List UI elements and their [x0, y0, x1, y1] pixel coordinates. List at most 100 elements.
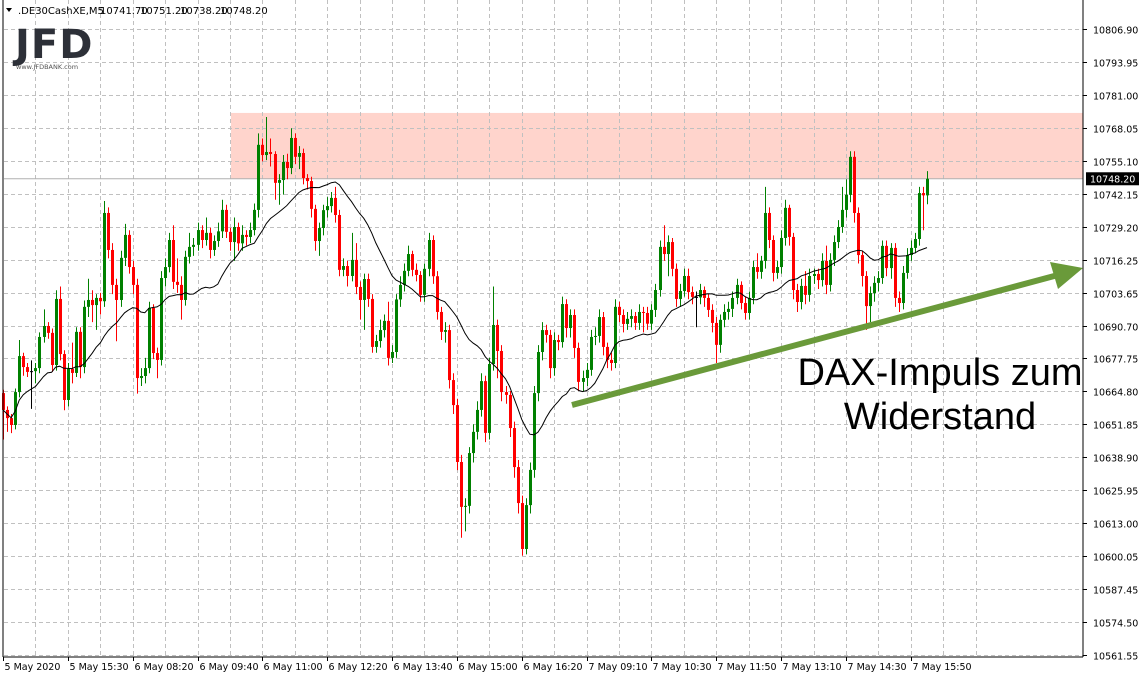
- candle-body: [711, 309, 714, 323]
- candle: [43, 309, 46, 343]
- candle-body: [582, 378, 585, 382]
- candle: [586, 362, 589, 386]
- candle: [513, 421, 516, 478]
- candle: [800, 278, 803, 310]
- candle-body: [849, 156, 852, 195]
- candle: [659, 240, 662, 297]
- candle-body: [148, 307, 151, 369]
- candle-body: [136, 284, 139, 379]
- candle: [906, 248, 909, 279]
- candle-body: [484, 381, 487, 433]
- candle: [229, 227, 232, 251]
- candle-body: [760, 260, 763, 272]
- candle: [476, 401, 479, 440]
- candle: [857, 207, 860, 264]
- time-tick-label: 6 May 11:00: [264, 662, 323, 673]
- candle-body: [423, 268, 426, 295]
- price-axis[interactable]: 10806.90 10793.95 10781.00 10768.05 10755.10…: [1083, 26, 1138, 663]
- candle-body: [419, 274, 422, 295]
- candle: [237, 222, 240, 251]
- candle: [47, 322, 50, 339]
- candle: [371, 294, 374, 353]
- logo-url: www.JFDBANK.com: [16, 63, 78, 71]
- candle: [330, 192, 333, 213]
- candle: [407, 245, 410, 277]
- candle: [788, 204, 791, 246]
- candle: [695, 291, 698, 328]
- candle-body: [736, 284, 739, 298]
- candle-body: [492, 324, 495, 365]
- candle-body: [440, 311, 443, 332]
- candle-body: [444, 330, 447, 332]
- candle: [545, 324, 548, 343]
- candle: [731, 291, 734, 318]
- candle-body: [334, 197, 337, 216]
- candle-body: [926, 178, 929, 196]
- candle: [63, 350, 66, 411]
- candle-body: [533, 393, 536, 470]
- candle: [829, 253, 832, 292]
- time-tick-label: 7 May 14:30: [848, 662, 907, 673]
- candle-body: [237, 226, 240, 244]
- candle-body: [282, 161, 285, 181]
- price-tick-label: 10625.95: [1093, 487, 1138, 498]
- candle-body: [249, 230, 252, 237]
- candle-body: [107, 212, 110, 250]
- time-tick-label: 6 May 09:40: [200, 662, 259, 673]
- candle-body: [83, 306, 86, 368]
- candle-body: [788, 207, 791, 237]
- candle-body: [821, 260, 824, 281]
- candle-body: [756, 267, 759, 272]
- candle-body: [906, 255, 909, 273]
- candle-body: [549, 334, 552, 369]
- candle-body: [14, 392, 17, 425]
- candle-body: [845, 194, 848, 210]
- candle-body: [792, 236, 795, 291]
- candle: [885, 240, 888, 277]
- candle-body: [573, 315, 576, 348]
- candle: [346, 260, 349, 287]
- candle: [318, 222, 321, 256]
- candle-body: [922, 193, 925, 196]
- candle: [626, 311, 629, 330]
- candle-body: [152, 307, 155, 354]
- candle: [217, 222, 220, 247]
- time-axis[interactable]: 5 May 2020 5 May 15:30 6 May 08:20 6 May 09…: [3, 657, 972, 673]
- candle-body: [727, 308, 730, 312]
- candle-body: [630, 316, 633, 319]
- candle-body: [541, 330, 544, 353]
- candle: [290, 128, 293, 175]
- candle-body: [687, 275, 690, 293]
- candle: [197, 222, 200, 251]
- candle: [67, 362, 70, 407]
- candle: [825, 245, 828, 295]
- candle: [760, 255, 763, 279]
- candle: [403, 263, 406, 292]
- candle: [865, 271, 868, 330]
- candle-body: [586, 369, 589, 379]
- price-tick-label: 10729.20: [1093, 224, 1138, 235]
- candle: [740, 281, 743, 310]
- candle: [671, 237, 674, 277]
- candle: [18, 340, 21, 398]
- candle: [241, 225, 244, 251]
- candle: [833, 235, 836, 267]
- chart-frame: [2, 0, 1084, 658]
- candle: [582, 370, 585, 392]
- candle-body: [330, 197, 333, 207]
- candle-body: [436, 276, 439, 312]
- triangle-down-icon[interactable]: [6, 8, 12, 12]
- candle: [34, 362, 37, 384]
- candle: [261, 138, 264, 162]
- candle-body: [675, 268, 678, 299]
- annotation-line-1: DAX-Impuls zum: [797, 352, 1082, 394]
- candle: [817, 268, 820, 289]
- candle: [59, 286, 62, 361]
- candle-body: [225, 209, 228, 232]
- candle-body: [432, 240, 435, 277]
- candle-body: [10, 418, 13, 425]
- candle: [326, 197, 329, 218]
- candle-body: [525, 505, 528, 549]
- candle: [99, 292, 102, 315]
